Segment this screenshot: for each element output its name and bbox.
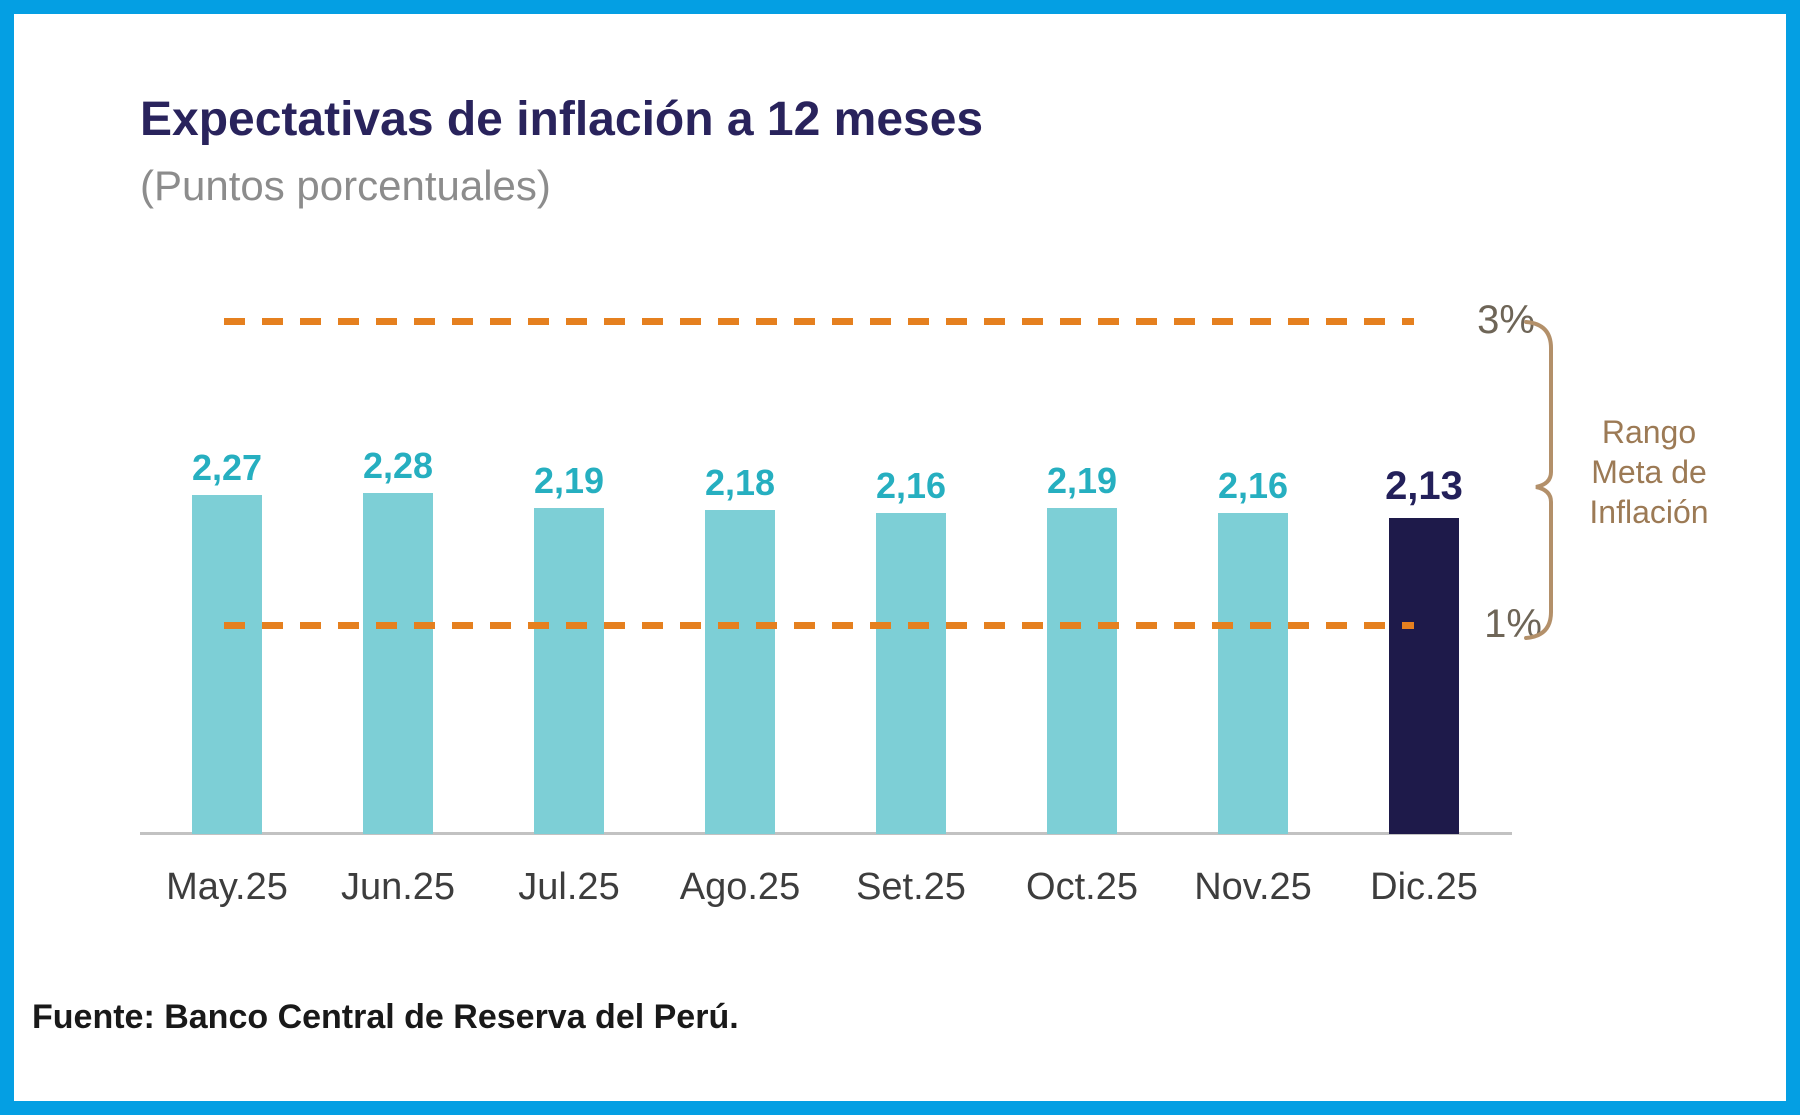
- source-note: Fuente: Banco Central de Reserva del Per…: [32, 998, 739, 1036]
- bar-value-label: 2,19: [533, 460, 605, 501]
- x-axis-label: Set.25: [856, 866, 966, 908]
- target-range-annotation: Rango Meta de Inflación: [1559, 412, 1739, 532]
- x-axis-label: Jul.25: [518, 866, 620, 908]
- x-axis-label: Nov.25: [1194, 866, 1312, 908]
- bar-May.25: [192, 495, 262, 834]
- bar-Dic.25: [1389, 518, 1459, 834]
- bar-Oct.25: [1047, 508, 1117, 834]
- annotation-line-2: Meta de: [1591, 454, 1707, 490]
- bar-value-label: 2,16: [875, 465, 947, 506]
- reference-line-1pct: [224, 622, 1414, 629]
- reference-label-3pct: 3%: [1477, 298, 1535, 342]
- bar-Set.25: [876, 513, 946, 834]
- bar-value-label: 2,19: [1046, 460, 1118, 501]
- bar-value-label: 2,13: [1385, 464, 1463, 508]
- x-axis-label: May.25: [166, 866, 288, 908]
- chart-canvas: Expectativas de inflación a 12 meses (Pu…: [14, 14, 1786, 1101]
- x-axis-line: [140, 832, 1512, 835]
- bar-Jun.25: [363, 493, 433, 834]
- annotation-line-1: Rango: [1601, 414, 1697, 450]
- bar-value-label: 2,18: [704, 462, 776, 503]
- annotation-line-3: Inflación: [1589, 494, 1709, 530]
- bar-value-label: 2,16: [1217, 465, 1289, 506]
- bar-Nov.25: [1218, 513, 1288, 834]
- target-range-bracket: [1524, 320, 1553, 640]
- bar-value-label: 2,27: [191, 447, 263, 488]
- bar-Jul.25: [534, 508, 604, 834]
- chart-subtitle: (Puntos porcentuales): [140, 162, 551, 209]
- bar-value-label: 2,28: [362, 445, 434, 486]
- x-axis-label: Ago.25: [679, 866, 801, 908]
- reference-line-3pct: [224, 318, 1414, 325]
- x-axis-label: Jun.25: [340, 866, 456, 908]
- chart-title: Expectativas de inflación a 12 meses: [140, 93, 984, 146]
- x-axis-label: Oct.25: [1026, 866, 1138, 908]
- bar-Ago.25: [705, 510, 775, 834]
- x-axis-label: Dic.25: [1370, 866, 1478, 908]
